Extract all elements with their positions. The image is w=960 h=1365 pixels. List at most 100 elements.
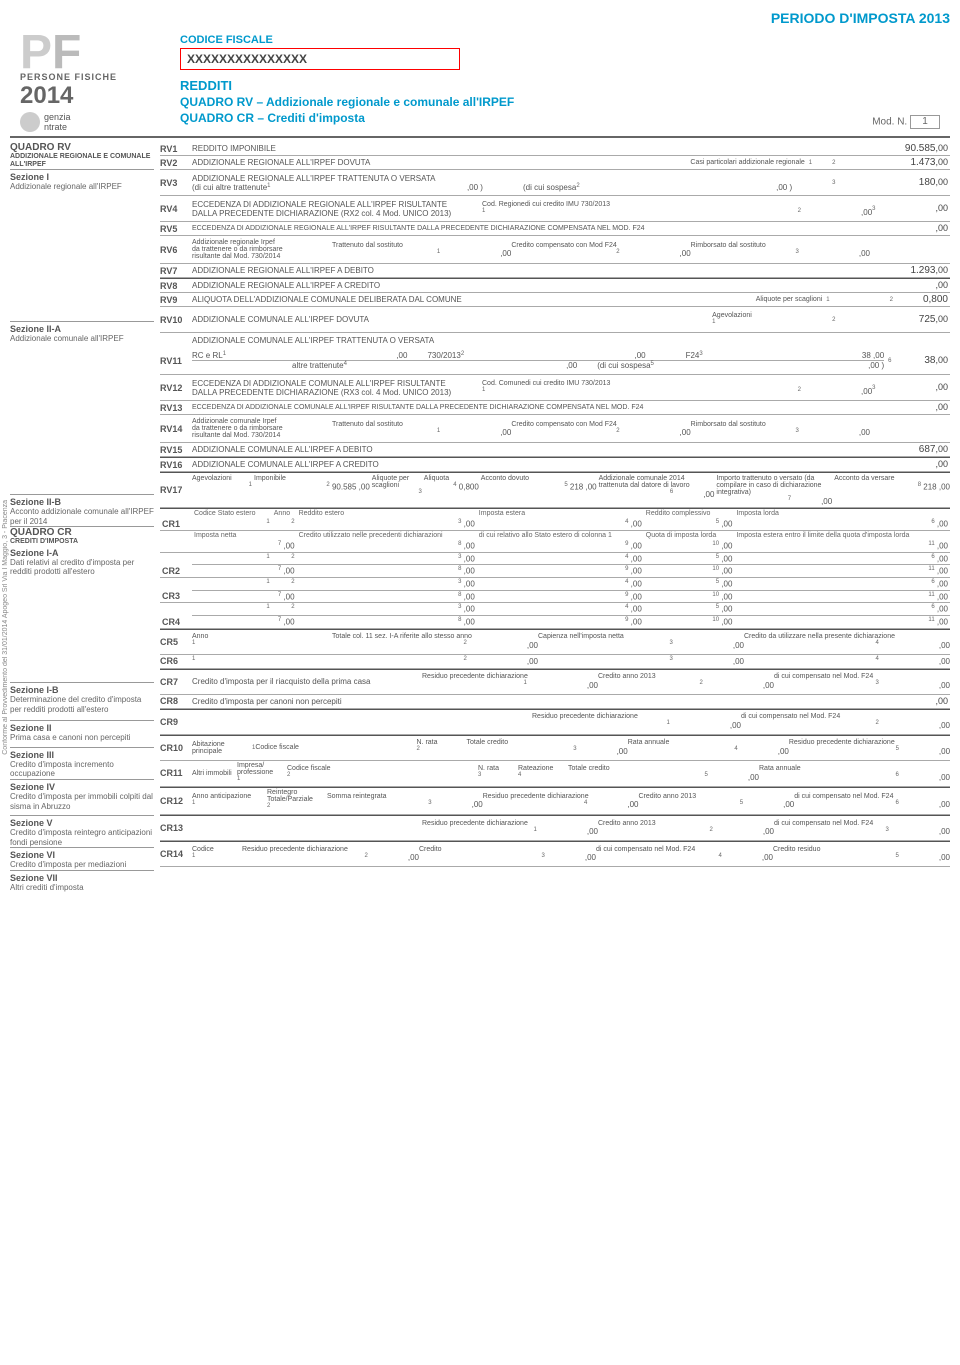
cr5-tot: Totale col. 11 sez. I-A riferite allo st…	[332, 633, 538, 640]
redditi-label: REDDITI	[180, 78, 950, 93]
hdr-rel: di cui relativo allo Stato estero di col…	[477, 531, 644, 541]
cr12-cred: Credito anno 2013	[639, 793, 795, 800]
row-rv17: RV17 Agevolazioni1 Imponibile2 90.585 ,0…	[160, 472, 950, 508]
rv16-code: RV16	[160, 460, 192, 470]
rv8-code: RV8	[160, 281, 192, 291]
rv17-impon-v: 90.585	[332, 483, 356, 492]
cr11-annuale: Rata annuale	[759, 765, 950, 772]
cr11-impresa: Impresa/ professione	[237, 762, 287, 776]
cr9-code: CR9	[160, 717, 192, 727]
rv12-code: RV12	[160, 383, 192, 393]
rv13-code: RV13	[160, 403, 192, 413]
rv3-code: RV3	[160, 178, 192, 188]
cr7-res: Residuo precedente dichiarazione	[422, 673, 598, 680]
rv14-label3: risultante dal Mod. 730/2014	[192, 432, 332, 439]
cr5-code: CR5	[160, 637, 192, 647]
cr11-rateaz: Rateazione	[518, 765, 568, 772]
sidebar-sez2-desc: Prima casa e canoni non percepiti	[10, 733, 154, 743]
rv7-code: RV7	[160, 266, 192, 276]
cr8-label: Credito d'imposta per canoni non percepi…	[192, 697, 935, 706]
rv3-value: 180	[895, 177, 935, 188]
cr10-annuale: Rata annuale	[628, 739, 789, 746]
anno: 2014	[20, 82, 180, 110]
hdr-stato: Codice Stato estero	[192, 509, 272, 519]
row-cr13: CR13 Residuo precedente dichiarazione1,0…	[160, 815, 950, 841]
row-cr14: CR14 Codice1 Residuo precedente dichiara…	[160, 841, 950, 867]
cr13-res: Residuo precedente dichiarazione	[422, 820, 598, 827]
rv11-f24: F24	[686, 351, 700, 360]
hdr-quota: Quota di imposta lorda	[644, 531, 735, 541]
rv10-agev: Agevolazioni	[712, 312, 832, 319]
persone-fisiche-label: PERSONE FISICHE	[20, 72, 180, 82]
hdr-anno: Anno	[272, 509, 297, 519]
rv4-label1: ECCEDENZA DI ADDIZIONALE REGIONALE ALL'I…	[192, 200, 482, 209]
sidebar-sez3: Sezione III	[10, 750, 154, 760]
rv5-code: RV5	[160, 224, 192, 234]
cr10-abit: Abitazione principale	[192, 741, 252, 755]
cr12-res: Residuo precedente dichiarazione	[483, 793, 639, 800]
cr7-anno: Credito anno 2013	[598, 673, 774, 680]
rv6-label2: da trattenere o da rimborsare	[192, 246, 332, 253]
cr8-code: CR8	[160, 696, 192, 706]
rv17-acconto: Acconto dovuto	[481, 475, 597, 482]
row-rv11: RV11 RC e RL1,00 730/20132,00 F24338 ,00…	[160, 347, 950, 375]
cr12-comp: di cui compensato nel Mod. F24	[794, 793, 950, 800]
cr7-code: CR7	[160, 677, 192, 687]
sidebar-sez2a-desc: Addizionale comunale all'IRPEF	[10, 334, 154, 344]
cr10-tot: Totale credito	[467, 739, 628, 746]
rv12-label2: DALLA PRECEDENTE DICHIARAZIONE (RX3 col.…	[192, 388, 482, 397]
rv4-cod: Cod. Regione	[482, 201, 525, 208]
quadro-cr-title: QUADRO CR – Crediti d'imposta	[180, 111, 950, 125]
sidebar-sez1: Sezione I	[10, 172, 154, 182]
sidebar-sez7-desc: Altri crediti d'imposta	[10, 883, 154, 893]
sidebar-quadro-cr-sub: CREDITI D'IMPOSTA	[10, 538, 154, 546]
cr12-code: CR12	[160, 796, 192, 806]
rv6-label3: risultante dal Mod. 730/2014	[192, 253, 332, 260]
row-rv8: RV8 ADDIZIONALE REGIONALE ALL'IRPEF A CR…	[160, 278, 950, 293]
row-rv13: RV13 ECCEDENZA DI ADDIZIONALE COMUNALE A…	[160, 401, 950, 415]
logo-area: PF PERSONE FISICHE 2014 genziantrate	[10, 34, 180, 132]
rv17-agev: Agevolazioni	[192, 475, 252, 482]
row-cr9: CR9 Residuo precedente dichiarazione1,00…	[160, 709, 950, 735]
cr6-code: CR6	[160, 656, 192, 666]
row-cr11: CR11 Altri immobili Impresa/ professione…	[160, 761, 950, 788]
cr14-res: Residuo precedente dichiarazione	[242, 846, 419, 853]
row-cr8: CR8 Credito d'imposta per canoni non per…	[160, 695, 950, 709]
rv9-label: ALIQUOTA DELL'ADDIZIONALE COMUNALE DELIB…	[192, 295, 756, 304]
row-rv9: RV9 ALIQUOTA DELL'ADDIZIONALE COMUNALE D…	[160, 293, 950, 307]
rv2-casi: Casi particolari addizionale regionale	[690, 159, 804, 166]
rv6-cred: Credito compensato con Mod F24	[511, 242, 690, 249]
sidebar-sez-ia: Sezione I-A	[10, 548, 154, 558]
rv13-label: ECCEDENZA DI ADDIZIONALE COMUNALE ALL'IR…	[192, 404, 935, 411]
cr13-comp: di cui compensato nel Mod. F24	[774, 820, 950, 827]
sidebar-sez1-desc: Addizionale regionale all'IRPEF	[10, 182, 154, 192]
rv10b-label: ADDIZIONALE COMUNALE ALL'IRPEF TRATTENUT…	[192, 336, 950, 345]
sidebar-sez2b: Sezione II-B	[10, 497, 154, 507]
cr9-res: Residuo precedente dichiarazione	[532, 713, 741, 720]
rv4-label2: DALLA PRECEDENTE DICHIARAZIONE (RX2 col.…	[192, 209, 482, 218]
row-rv3: RV3 ADDIZIONALE REGIONALE ALL'IRPEF TRAT…	[160, 170, 950, 196]
cr5-anno: Anno	[192, 633, 332, 640]
cr11-cf: Codice fiscale	[287, 765, 478, 772]
cr10-cf: Codice fiscale	[255, 744, 416, 751]
rv2-label: ADDIZIONALE REGIONALE ALL'IRPEF DOVUTA	[192, 158, 690, 167]
agenzia-entrate-logo: genziantrate	[20, 112, 180, 132]
cr14-cred: Credito	[419, 846, 596, 853]
hdr-netta: Imposta netta	[192, 531, 297, 541]
sidebar-quadro-rv-sub: ADDIZIONALE REGIONALE E COMUNALE ALL'IRP…	[10, 153, 154, 168]
row-cr7: CR7 Credito d'imposta per il riacquisto …	[160, 669, 950, 695]
rv7-label: ADDIZIONALE REGIONALE ALL'IRPEF A DEBITO	[192, 266, 895, 275]
rv6-tratt: Trattenuto dal sostituto	[332, 242, 511, 249]
vertical-publisher-text: Conforme al Provvedimento del 31/01/2014…	[2, 500, 9, 755]
cr7-label: Credito d'imposta per il riacquisto dell…	[192, 677, 422, 686]
row-rv7: RV7 ADDIZIONALE REGIONALE ALL'IRPEF A DE…	[160, 264, 950, 278]
rv10-value: 725	[895, 314, 935, 325]
cr11-altri: Altri immobili	[192, 770, 237, 777]
rv17-acconto-v: 218	[570, 483, 583, 492]
sidebar-sez-ib-desc: Determinazione del credito d'imposta per…	[10, 695, 154, 714]
hdr-redditoc: Reddito complessivo	[644, 509, 735, 519]
cr9-comp: di cui compensato nel Mod. F24	[741, 713, 950, 720]
row-rv1: RV1 REDDITO IMPONIBILE 90.585,00	[160, 142, 950, 156]
rv9-code: RV9	[160, 295, 192, 305]
hdr-limite: Imposta estera entro il limite della quo…	[734, 531, 950, 541]
